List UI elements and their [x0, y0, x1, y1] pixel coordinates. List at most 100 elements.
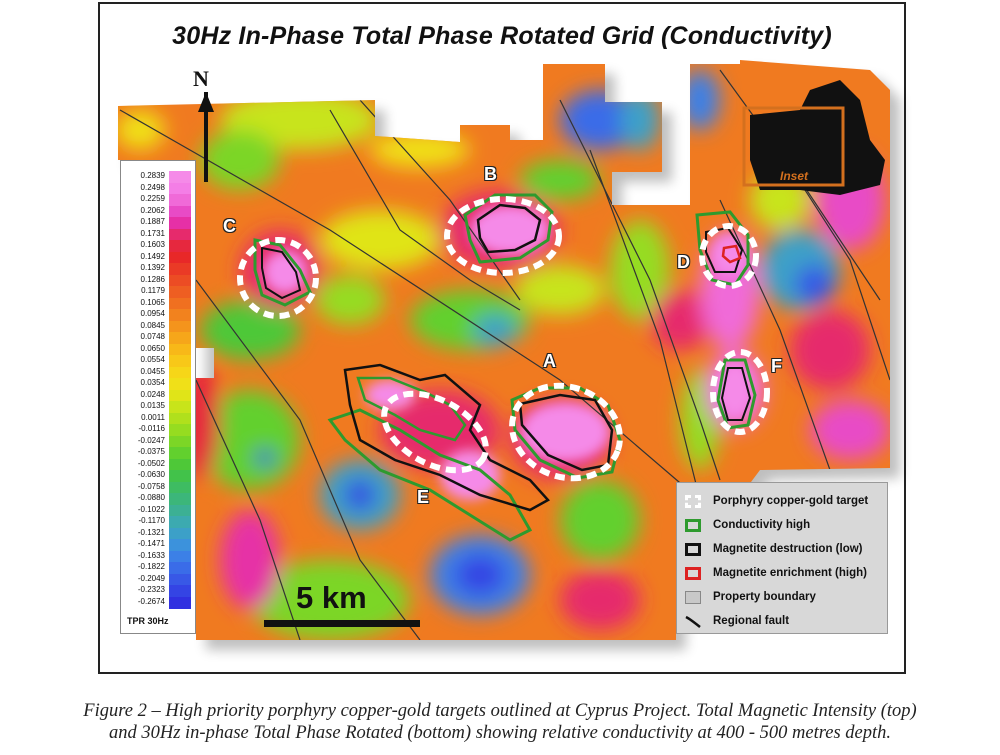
colorbar-tick-label: 0.0455 — [140, 366, 165, 376]
target-b-conductivity — [463, 193, 554, 264]
caption-line-2: and 30Hz in-phase Total Phase Rotated (b… — [108, 723, 892, 743]
colorbar-swatch — [169, 194, 191, 206]
colorbar-swatch — [169, 401, 191, 413]
colorbar-tick-label: 0.0650 — [140, 343, 165, 353]
legend-item-target: Porphyry copper-gold target — [685, 491, 868, 511]
colorbar-tick-label: -0.0116 — [138, 424, 165, 433]
colorbar-tick-label: 0.0748 — [140, 332, 165, 341]
colorbar-swatch — [169, 585, 191, 597]
colorbar-swatch — [169, 320, 191, 333]
colorbar-tick-label: -0.0630 — [137, 470, 165, 479]
page-title: 30Hz In-Phase Total Phase Rotated Grid (… — [172, 22, 832, 50]
colorbar-swatch — [169, 251, 191, 264]
colorbar-tick-label: 0.1887 — [140, 217, 165, 226]
target-label-d: D — [677, 252, 690, 272]
colorbar-tick-label: 0.2498 — [140, 182, 165, 192]
colorbar-tick-label: -0.0375 — [137, 447, 165, 456]
colorbar-tick-label: 0.2259 — [140, 194, 165, 203]
scale-bar — [264, 620, 420, 627]
colorbar-swatch — [169, 182, 191, 195]
legend-item-destruction: Magnetite destruction (low) — [685, 539, 863, 559]
colorbar-tick-label: 0.1603 — [140, 240, 165, 249]
target-d-enrichment — [721, 244, 742, 264]
colorbar-tick-label: 0.0954 — [140, 309, 165, 318]
colorbar-swatch — [169, 550, 191, 563]
colorbar-swatch — [169, 562, 191, 574]
colorbar-swatch — [169, 240, 191, 252]
target-label-c: C — [223, 216, 236, 236]
colorbar-tick-label: 0.1392 — [140, 263, 165, 272]
colorbar-swatch — [169, 205, 191, 218]
colorbar-swatch — [169, 573, 191, 586]
colorbar-tick-label: 0.0248 — [140, 389, 165, 399]
inset-area — [742, 80, 885, 195]
map-legend: Porphyry copper-gold target Conductivity… — [676, 482, 888, 634]
target-outlines — [237, 193, 770, 542]
colorbar-swatch — [169, 447, 191, 459]
black-box-icon — [685, 542, 701, 556]
colorbar-swatch — [169, 378, 191, 390]
target-d-zone — [699, 223, 759, 289]
target-e-zone — [381, 390, 489, 474]
scale-label: 5 km — [296, 580, 367, 615]
target-d-conductivity — [695, 210, 750, 287]
legend-item-fault: Regional fault — [685, 611, 789, 631]
colorbar-tick-label: -0.0502 — [137, 458, 165, 468]
colorbar-swatch — [169, 596, 191, 609]
colorbar-swatch — [169, 343, 191, 356]
colorbar-swatch — [169, 539, 191, 551]
colorbar-swatch — [169, 493, 191, 505]
colorbar-unit-label: TPR 30Hz — [127, 616, 169, 626]
target-b-destruction — [476, 203, 542, 254]
target-label-e: E — [417, 487, 430, 507]
colorbar-tick-label: -0.2323 — [137, 585, 165, 594]
colorbar-tick-label: 0.0845 — [140, 320, 165, 330]
colorbar-swatch — [169, 527, 191, 540]
regional-faults — [119, 69, 890, 640]
target-e-conductivity — [327, 408, 533, 542]
white-dashed-box-icon — [685, 494, 701, 508]
target-c-conductivity — [253, 238, 312, 307]
colorbar-tick-label: 0.0135 — [140, 401, 165, 410]
colorbar-swatch — [169, 470, 191, 482]
target-label-b: B — [484, 164, 497, 184]
colorbar-swatch — [169, 297, 191, 310]
target-label-a: A — [543, 351, 556, 371]
target-b-zone — [444, 196, 562, 276]
colorbar-tick-label: 0.0554 — [140, 355, 165, 364]
colorbar-tick-label: -0.1471 — [137, 539, 165, 548]
colorbar-tick-label: -0.2049 — [137, 573, 165, 583]
colorbar-tick-label: -0.0758 — [137, 481, 165, 491]
colorbar-tick-label: -0.0880 — [137, 493, 165, 502]
colorbar-tick-label: 0.2062 — [140, 205, 165, 215]
red-box-icon — [685, 566, 701, 580]
green-box-icon — [685, 518, 701, 532]
colorbar-swatch — [169, 516, 191, 528]
colorbar-tick-label: -0.1170 — [138, 516, 165, 525]
colorbar-swatch — [169, 309, 191, 321]
colorbar-swatch — [169, 504, 191, 517]
target-e-destruction — [343, 363, 550, 512]
colorbar-swatch — [169, 389, 191, 402]
colorbar-tick-label: -0.0247 — [137, 435, 165, 445]
colorbar-tick-label: 0.1065 — [140, 297, 165, 307]
target-e-conductivity-inner — [356, 376, 467, 442]
colorbar-tick-label: -0.2674 — [137, 596, 165, 606]
north-label: N — [193, 66, 209, 91]
grey-box-icon — [685, 590, 701, 604]
colorbar-swatch — [169, 274, 191, 287]
colorbar-swatch — [169, 355, 191, 367]
colorbar-swatch — [169, 458, 191, 471]
colorbar-swatch — [169, 366, 191, 379]
fault-line-icon — [685, 615, 701, 628]
colorbar: 0.2839 0.2498 0.2259 0.2062 0.1887 0.1731 0.16… — [120, 160, 196, 634]
colorbar-swatch — [169, 263, 191, 275]
colorbar-swatch — [169, 286, 191, 298]
target-a-zone — [509, 382, 623, 482]
target-label-f: F — [771, 356, 782, 376]
colorbar-tick-label: 0.0011 — [141, 412, 165, 422]
colorbar-swatch — [169, 412, 191, 425]
target-c-zone — [237, 237, 319, 319]
colorbar-swatch — [169, 228, 191, 241]
